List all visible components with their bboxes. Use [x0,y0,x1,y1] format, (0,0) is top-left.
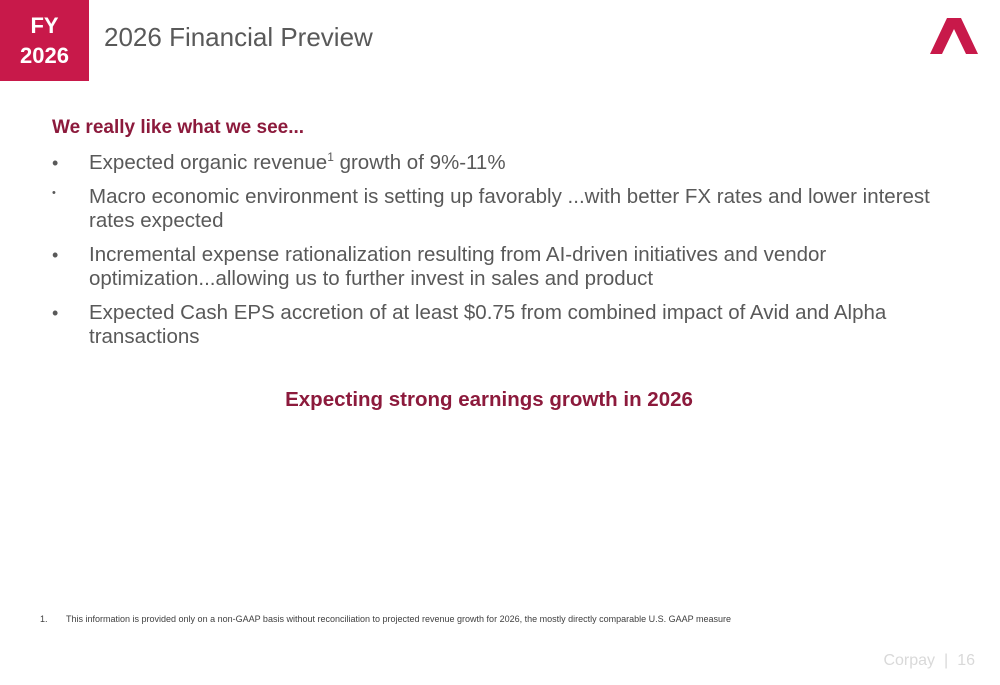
bullet-item: • Incremental expense rationalization re… [52,243,972,291]
page-footer: Corpay | 16 [883,652,975,670]
fy-badge-line1: FY [30,12,59,38]
bullet-marker: • [52,187,56,199]
footer-separator: | [944,652,949,669]
footnote-number: 1. [40,614,48,624]
footnote-text: This information is provided only on a n… [66,614,732,624]
corpay-logo-graphic [930,18,978,54]
section-subtitle: We really like what we see... [52,117,305,138]
corpay-logo-icon [930,18,978,54]
fy-badge-line2: 2026 [20,42,69,68]
bullet-text: Macro economic environment is setting up… [89,185,930,232]
bullet-marker: • [52,245,59,265]
fy-badge: FY 2026 [0,0,89,81]
bullet-item: • Macro economic environment is setting … [52,185,972,233]
footer-brand: Corpay [883,652,936,669]
bullet-item: • Expected organic revenue1 growth of 9%… [52,151,972,175]
footnote: 1. This information is provided only on a… [40,614,731,624]
bullet-marker: • [52,303,59,323]
bullet-marker: • [52,153,59,173]
page-title: 2026 Financial Preview [104,22,373,52]
bullet-item: • Expected Cash EPS accretion of at leas… [52,301,972,349]
bullet-text: Expected Cash EPS accretion of at least … [89,301,887,348]
bullet-text: Incremental expense rationalization resu… [89,243,827,290]
footnote-reference: 1 [327,150,334,165]
bullet-list: • Expected organic revenue1 growth of 9%… [52,151,972,349]
page-number: 16 [957,652,975,669]
bullet-text-part: growth of 9%-11% [333,151,506,174]
tagline: Expecting strong earnings growth in 2026 [285,388,693,411]
bullet-text-part: Expected organic revenue [89,151,328,174]
